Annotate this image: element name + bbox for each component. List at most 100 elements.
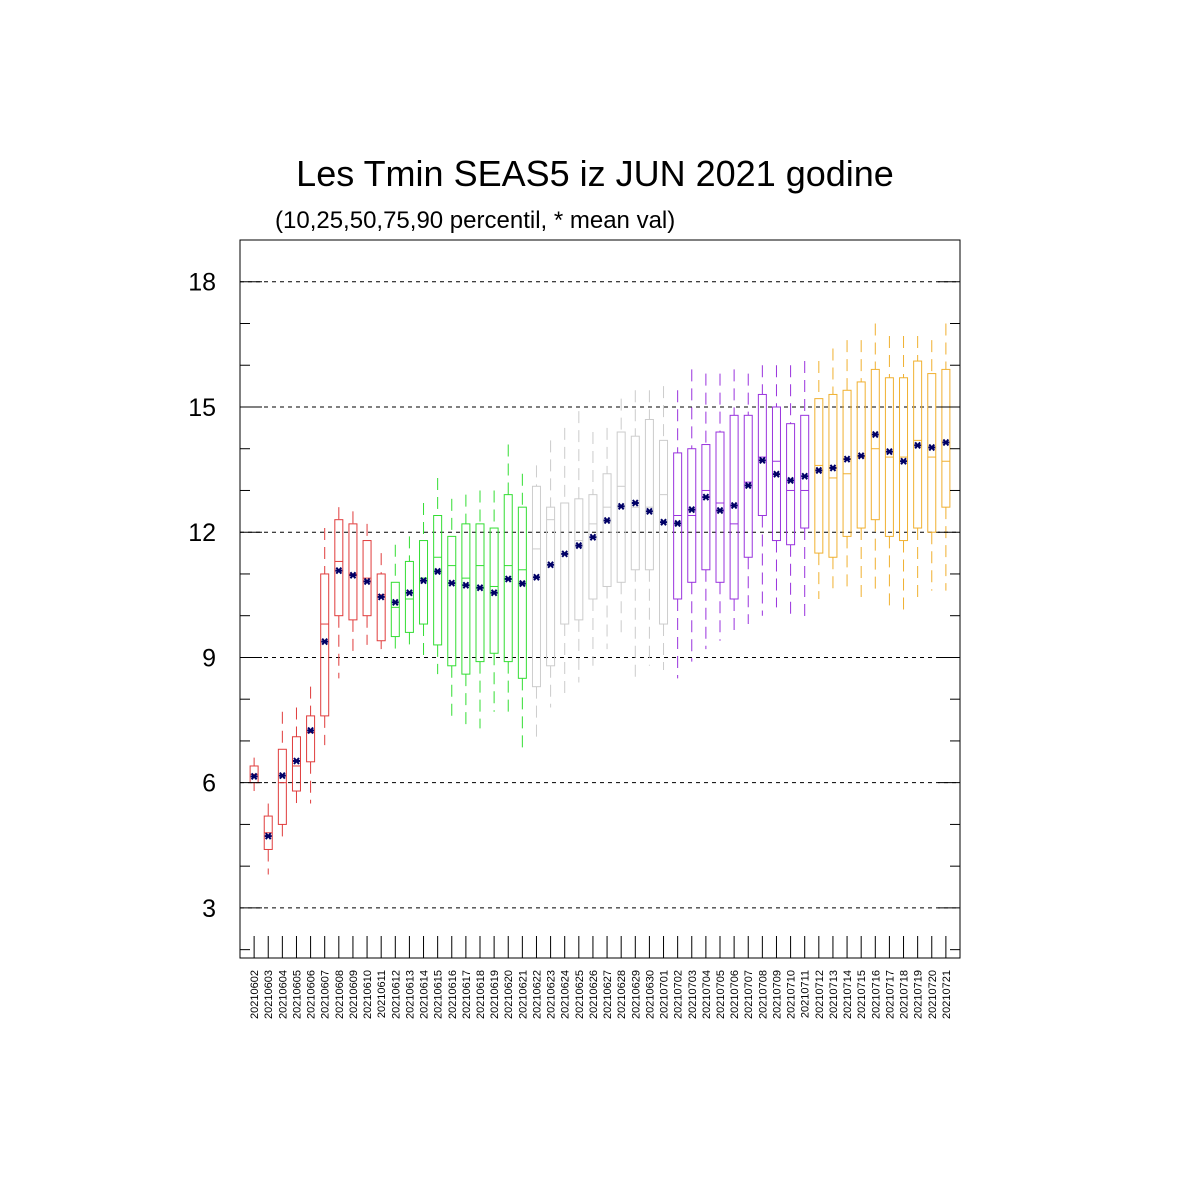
- x-tick-label: 20210719: [913, 970, 925, 1019]
- mean-marker-20210609: [349, 571, 357, 579]
- box-iqr: [404, 560, 414, 633]
- box-20210603: [263, 803, 273, 875]
- box-20210716: [870, 323, 880, 595]
- box-20210606: [306, 686, 316, 804]
- box-20210623: [546, 440, 556, 708]
- box-iqr: [856, 381, 866, 529]
- box-iqr: [842, 389, 852, 537]
- x-tick-label: 20210712: [814, 970, 826, 1019]
- x-tick-label: 20210628: [616, 970, 628, 1019]
- box-iqr: [390, 581, 400, 638]
- box-20210608: [334, 507, 344, 679]
- mean-marker-20210603: [264, 832, 272, 840]
- mean-marker-20210607: [321, 637, 329, 646]
- box-iqr: [927, 373, 937, 533]
- x-tick-label: 20210714: [842, 970, 854, 1019]
- mean-marker-20210708: [758, 456, 766, 465]
- y-tick-label: 12: [188, 519, 216, 547]
- mean-marker-20210625: [575, 541, 583, 550]
- box-20210627: [602, 427, 612, 650]
- mean-marker-20210618: [476, 584, 484, 592]
- mean-marker-20210703: [688, 506, 696, 514]
- x-tick-label: 20210610: [362, 970, 374, 1019]
- box-iqr: [419, 540, 429, 625]
- x-tick-label: 20210613: [404, 970, 416, 1019]
- box-iqr: [757, 393, 767, 517]
- mean-marker-20210616: [448, 579, 456, 587]
- mean-marker-20210605: [292, 757, 300, 765]
- mean-marker-20210613: [405, 589, 413, 597]
- x-tick-label: 20210622: [531, 970, 543, 1019]
- box-20210618: [475, 490, 485, 729]
- x-tick-label: 20210721: [941, 970, 953, 1019]
- x-tick-label: 20210701: [659, 970, 671, 1019]
- box-20210717: [884, 336, 894, 612]
- mean-marker-20210610: [363, 577, 371, 586]
- x-tick-label: 20210717: [884, 970, 896, 1019]
- box-iqr: [715, 431, 725, 583]
- box-20210624: [560, 427, 570, 696]
- box-20210702: [673, 390, 683, 679]
- box-iqr: [531, 485, 541, 688]
- mean-marker-20210701: [660, 518, 668, 526]
- box-iqr: [630, 435, 640, 571]
- box-20210709: [771, 365, 781, 608]
- box-20210614: [419, 502, 429, 662]
- x-tick-label: 20210606: [306, 970, 318, 1019]
- box-iqr: [729, 414, 739, 600]
- mean-marker-20210612: [391, 598, 399, 606]
- box-20210628: [616, 398, 626, 637]
- box-iqr: [673, 452, 683, 600]
- x-tick-label: 20210627: [602, 970, 614, 1019]
- box-iqr: [517, 506, 527, 679]
- box-series: [249, 323, 951, 875]
- mean-marker-20210614: [420, 576, 428, 585]
- box-iqr: [616, 431, 626, 583]
- mean-marker-20210611: [377, 593, 385, 601]
- x-tick-label: 20210703: [687, 970, 699, 1019]
- mean-marker-20210713: [829, 464, 837, 472]
- box-20210708: [757, 365, 767, 616]
- mean-marker-20210629: [631, 499, 639, 507]
- box-20210721: [941, 323, 951, 591]
- box-iqr: [602, 473, 612, 587]
- box-20210617: [461, 494, 471, 725]
- box-20210621: [517, 473, 527, 750]
- box-20210703: [687, 369, 697, 662]
- box-iqr: [334, 519, 344, 617]
- mean-marker-20210710: [787, 476, 795, 485]
- box-20210712: [814, 361, 824, 599]
- box-iqr: [913, 360, 923, 529]
- box-20210720: [927, 340, 937, 591]
- grid-lines: [240, 281, 960, 909]
- x-tick-label: 20210612: [390, 970, 402, 1019]
- box-20210605: [291, 707, 301, 804]
- box-iqr: [870, 368, 880, 521]
- box-iqr: [899, 377, 909, 542]
- x-axis: 20210602 20210603 20210604 20210605 20210606…: [249, 936, 953, 1019]
- y-axis: 3 6 9 12 15 18: [188, 239, 960, 951]
- mean-marker-20210626: [589, 533, 597, 541]
- x-tick-label: 20210604: [277, 970, 289, 1019]
- box-20210622: [531, 465, 541, 741]
- box-iqr: [574, 498, 584, 621]
- mean-marker-20210718: [900, 457, 908, 465]
- x-tick-label: 20210618: [475, 970, 487, 1019]
- x-tick-label: 20210603: [263, 970, 275, 1019]
- mean-marker-20210606: [307, 726, 315, 735]
- box-20210619: [489, 490, 499, 712]
- mean-marker-20210721: [942, 438, 950, 447]
- mean-marker-20210704: [702, 493, 710, 501]
- y-tick-label: 18: [188, 269, 216, 297]
- mean-marker-20210714: [843, 455, 851, 463]
- box-20210705: [715, 373, 725, 641]
- x-tick-label: 20210609: [348, 970, 360, 1019]
- x-tick-label: 20210709: [771, 970, 783, 1019]
- x-tick-label: 20210713: [828, 970, 840, 1019]
- x-tick-label: 20210705: [715, 970, 727, 1019]
- mean-marker-20210624: [561, 550, 569, 558]
- mean-marker-20210706: [730, 501, 738, 510]
- x-tick-label: 20210617: [461, 970, 473, 1019]
- box-iqr: [814, 398, 824, 554]
- box-20210718: [899, 336, 909, 616]
